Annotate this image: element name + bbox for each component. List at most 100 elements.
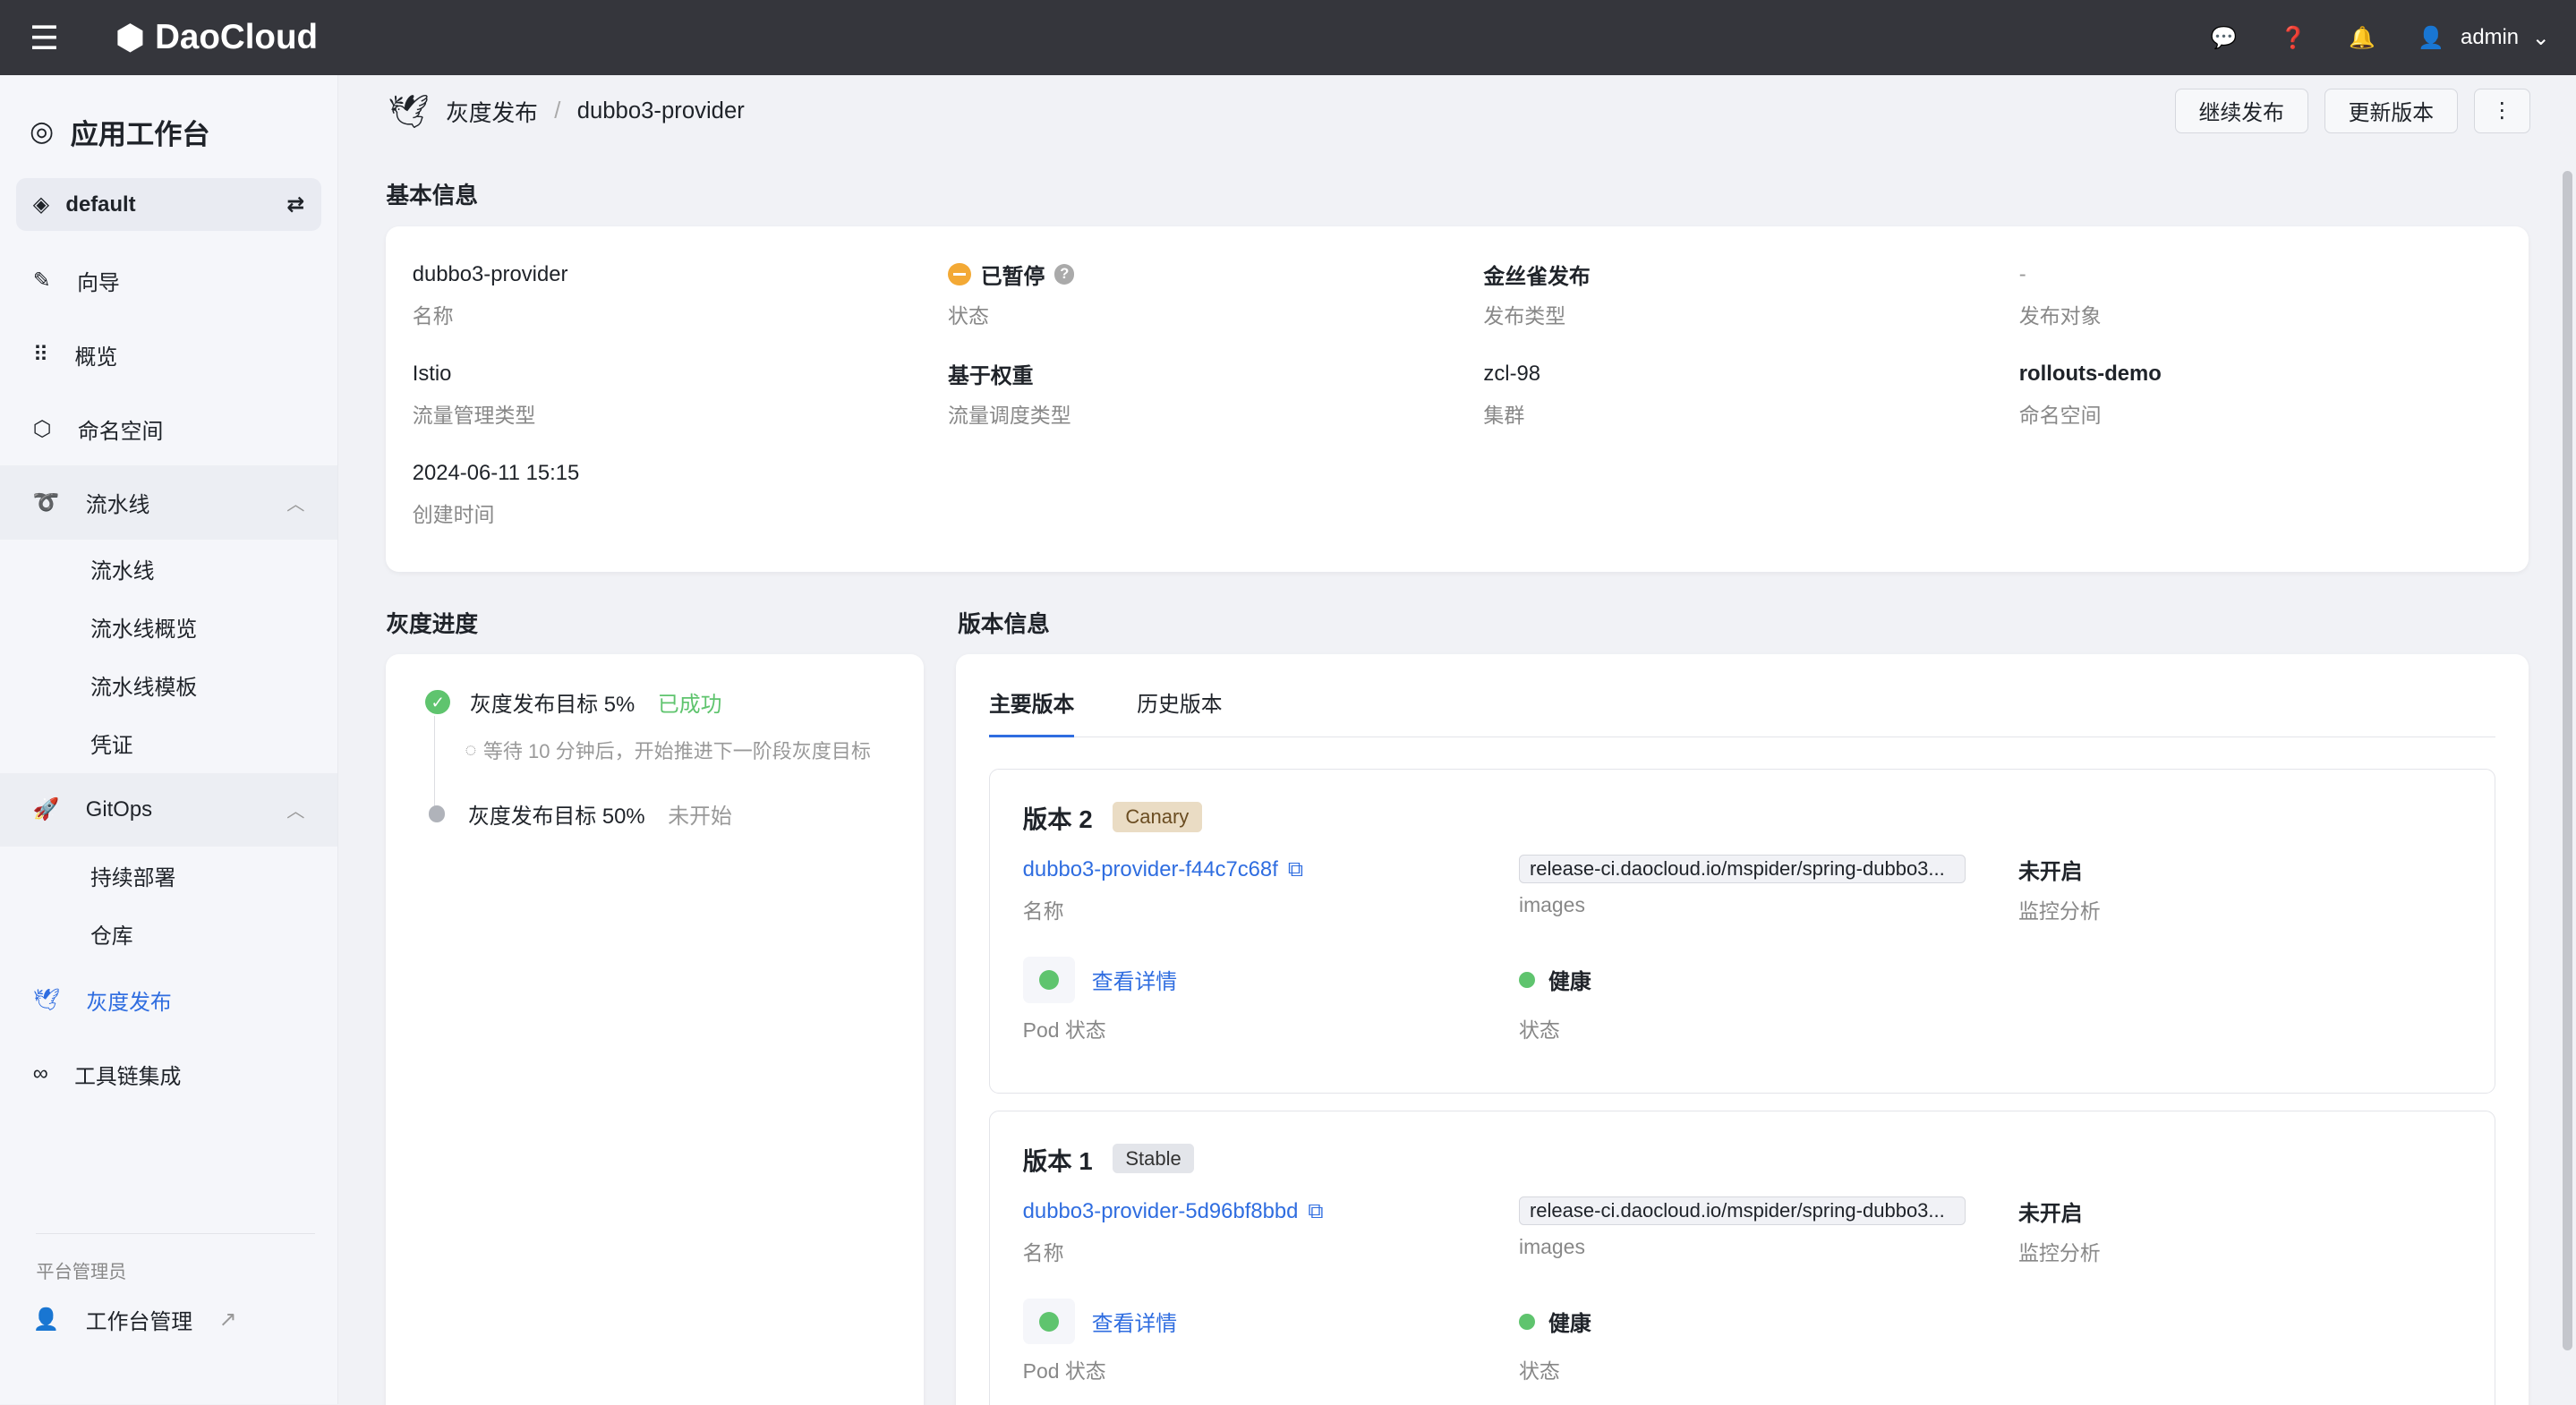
breadcrumb: 🕊 灰度发布 / dubbo3-provider	[388, 92, 745, 131]
image-value: release-ci.daocloud.io/mspider/spring-du…	[1518, 855, 1966, 884]
field-label: 名称	[1022, 1241, 1064, 1265]
sidebar-subitem[interactable]: 流水线模板	[90, 676, 198, 701]
sidebar-item-guide[interactable]: ✎ 向导	[32, 268, 120, 296]
logo-icon: ⬢	[115, 18, 146, 57]
sidebar-subitem[interactable]: 持续部署	[90, 866, 176, 891]
menu-icon[interactable]: ☰	[30, 19, 59, 56]
pod-status-indicator	[1022, 957, 1076, 1003]
separator: /	[554, 98, 561, 123]
field-label: 名称	[412, 304, 454, 328]
sidebar-item-namespace[interactable]: ⬡ 命名空间	[32, 416, 164, 444]
external-link-icon[interactable]: ⧉	[1287, 856, 1303, 881]
top-bar: ☰ ⬢ DaoCloud 💬 ❓ 🔔 👤 admin ⌄	[0, 0, 2576, 76]
field-value: 金丝雀发布	[1483, 265, 1591, 289]
switch-icon[interactable]: ⇄	[286, 192, 305, 217]
progress-step: ✓ 灰度发布目标 5% 已成功	[425, 686, 721, 718]
bird-icon: 🕊	[388, 92, 430, 130]
breadcrumb-parent[interactable]: 灰度发布	[446, 100, 538, 126]
chevron-up-icon: ︿	[286, 495, 305, 515]
sidebar-item-pipeline[interactable]: ➰ 流水线 ︿	[0, 465, 338, 540]
pipeline-icon: ➰	[32, 490, 60, 515]
field-value: Istio	[412, 361, 452, 386]
sidebar-subitem[interactable]: 仓库	[90, 924, 133, 949]
field-label: images	[1518, 1234, 1585, 1258]
sidebar-item-canary[interactable]: 🕊 灰度发布	[32, 988, 172, 1016]
sidebar-item-overview[interactable]: ⠿ 概览	[32, 342, 118, 370]
version-item: 版本 1 Stable dubbo3-provider-5d96bf8bbd ⧉ 名称…	[988, 1110, 2496, 1405]
version-title: 版本 2	[1022, 805, 1093, 834]
field-label: 发布对象	[2018, 304, 2102, 328]
field-value: 2024-06-11 15:15	[412, 460, 580, 485]
field-label: 状态	[1518, 1018, 1560, 1042]
view-details-link[interactable]: 查看详情	[1091, 1312, 1178, 1337]
waiting-note: ◌ 等待 10 分钟后，开始推进下一阶段灰度目标	[465, 738, 871, 763]
field-value: zcl-98	[1483, 361, 1541, 386]
field-label: 监控分析	[2017, 1241, 2101, 1265]
monitor-value: 未开启	[2017, 1202, 2083, 1227]
bell-icon[interactable]: 🔔	[2349, 25, 2376, 50]
tab-main-version[interactable]: 主要版本	[988, 686, 1075, 738]
continue-button[interactable]: 继续发布	[2174, 89, 2308, 133]
version-card: 主要版本 历史版本 版本 2 Canary dubbo3-provider-f44…	[956, 653, 2529, 1405]
health-value: 健康	[1548, 1312, 1591, 1337]
progress-step: 灰度发布目标 50% 未开始	[425, 798, 732, 830]
wand-icon: ✎	[32, 268, 51, 294]
sidebar: ◎ 应用工作台 ◈ default ⇄ ✎ 向导 ⠿ 概览 ⬡ 命名空间 ➰ 流水线 ︿ 流水线…	[0, 75, 339, 1405]
progress-card: ✓ 灰度发布目标 5% 已成功 ◌ 等待 10 分钟后，开始推进下一阶段灰度目标 …	[386, 653, 924, 1405]
workspace-title: ◎ 应用工作台	[30, 115, 210, 150]
field-value: 已暂停	[980, 265, 1045, 289]
bird-icon: 🕊	[32, 988, 60, 1013]
field-value: dubbo3-provider	[412, 261, 568, 286]
field-label: 状态	[948, 304, 989, 328]
user-menu[interactable]: 👤 admin ⌄	[2415, 21, 2550, 55]
help-icon[interactable]: ❓	[2280, 25, 2307, 50]
field-label: 创建时间	[412, 503, 495, 527]
sidebar-item-toolchain[interactable]: ∞ 工具链集成	[32, 1061, 182, 1089]
info-field: - 发布对象	[2019, 260, 2555, 329]
version-item: 版本 2 Canary dubbo3-provider-f44c7c68f ⧉ 名称 …	[988, 769, 2496, 1094]
image-value: release-ci.daocloud.io/mspider/spring-du…	[1518, 1196, 1966, 1225]
rocket-icon: 🚀	[32, 797, 60, 822]
main-content: 🕊 灰度发布 / dubbo3-provider 继续发布 更新版本 ⋮ 基本信…	[338, 75, 2576, 1405]
namespace-icon: ◈	[32, 192, 50, 217]
help-icon[interactable]: ?	[1054, 264, 1075, 285]
external-link-icon[interactable]: ⧉	[1308, 1198, 1324, 1223]
sidebar-subitem[interactable]: 流水线	[90, 559, 155, 583]
field-label: 状态	[1518, 1359, 1560, 1384]
info-field: 金丝雀发布 发布类型	[1483, 260, 2018, 329]
field-label: 集群	[1483, 404, 1525, 428]
message-icon[interactable]: 💬	[2210, 25, 2238, 50]
health-value: 健康	[1548, 970, 1591, 995]
sidebar-item-workspace-admin[interactable]: 👤 工作台管理 ↗	[32, 1307, 237, 1335]
logo[interactable]: ⬢ DaoCloud	[115, 18, 319, 57]
field-value: -	[2018, 261, 2026, 286]
version-name-link[interactable]: dubbo3-provider-f44c7c68f	[1022, 856, 1278, 881]
more-icon[interactable]: ⋮	[2474, 89, 2530, 133]
sidebar-item-gitops[interactable]: 🚀 GitOps ︿	[0, 772, 338, 847]
pod-status-indicator	[1022, 1299, 1076, 1345]
sidebar-subitem[interactable]: 凭证	[90, 734, 133, 759]
version-name-link[interactable]: dubbo3-provider-5d96bf8bbd	[1022, 1198, 1299, 1223]
info-field: 已暂停? 状态	[948, 260, 1483, 329]
breadcrumb-current: dubbo3-provider	[576, 98, 745, 123]
info-field: Istio 流量管理类型	[413, 359, 948, 429]
update-version-button[interactable]: 更新版本	[2324, 89, 2458, 133]
field-value: rollouts-demo	[2018, 361, 2162, 386]
field-label: 命名空间	[2018, 404, 2102, 428]
view-details-link[interactable]: 查看详情	[1091, 970, 1178, 995]
scrollbar[interactable]	[2563, 170, 2573, 1350]
field-label: 名称	[1022, 899, 1064, 924]
field-label: Pod 状态	[1022, 1018, 1106, 1042]
namespace-switcher[interactable]: ◈ default ⇄	[16, 178, 321, 231]
field-label: Pod 状态	[1022, 1359, 1106, 1384]
monitor-value: 未开启	[2017, 860, 2083, 885]
field-label: 流量调度类型	[948, 404, 1071, 428]
info-field: rollouts-demo 命名空间	[2019, 359, 2555, 429]
tab-history-version[interactable]: 历史版本	[1137, 693, 1223, 718]
section-title: 基本信息	[386, 183, 479, 209]
field-label: 流量管理类型	[412, 404, 536, 428]
paused-icon	[948, 262, 971, 286]
version-tag: Canary	[1112, 802, 1202, 832]
sidebar-subitem[interactable]: 流水线概览	[90, 617, 198, 643]
chevron-down-icon: ⌄	[2531, 25, 2550, 50]
